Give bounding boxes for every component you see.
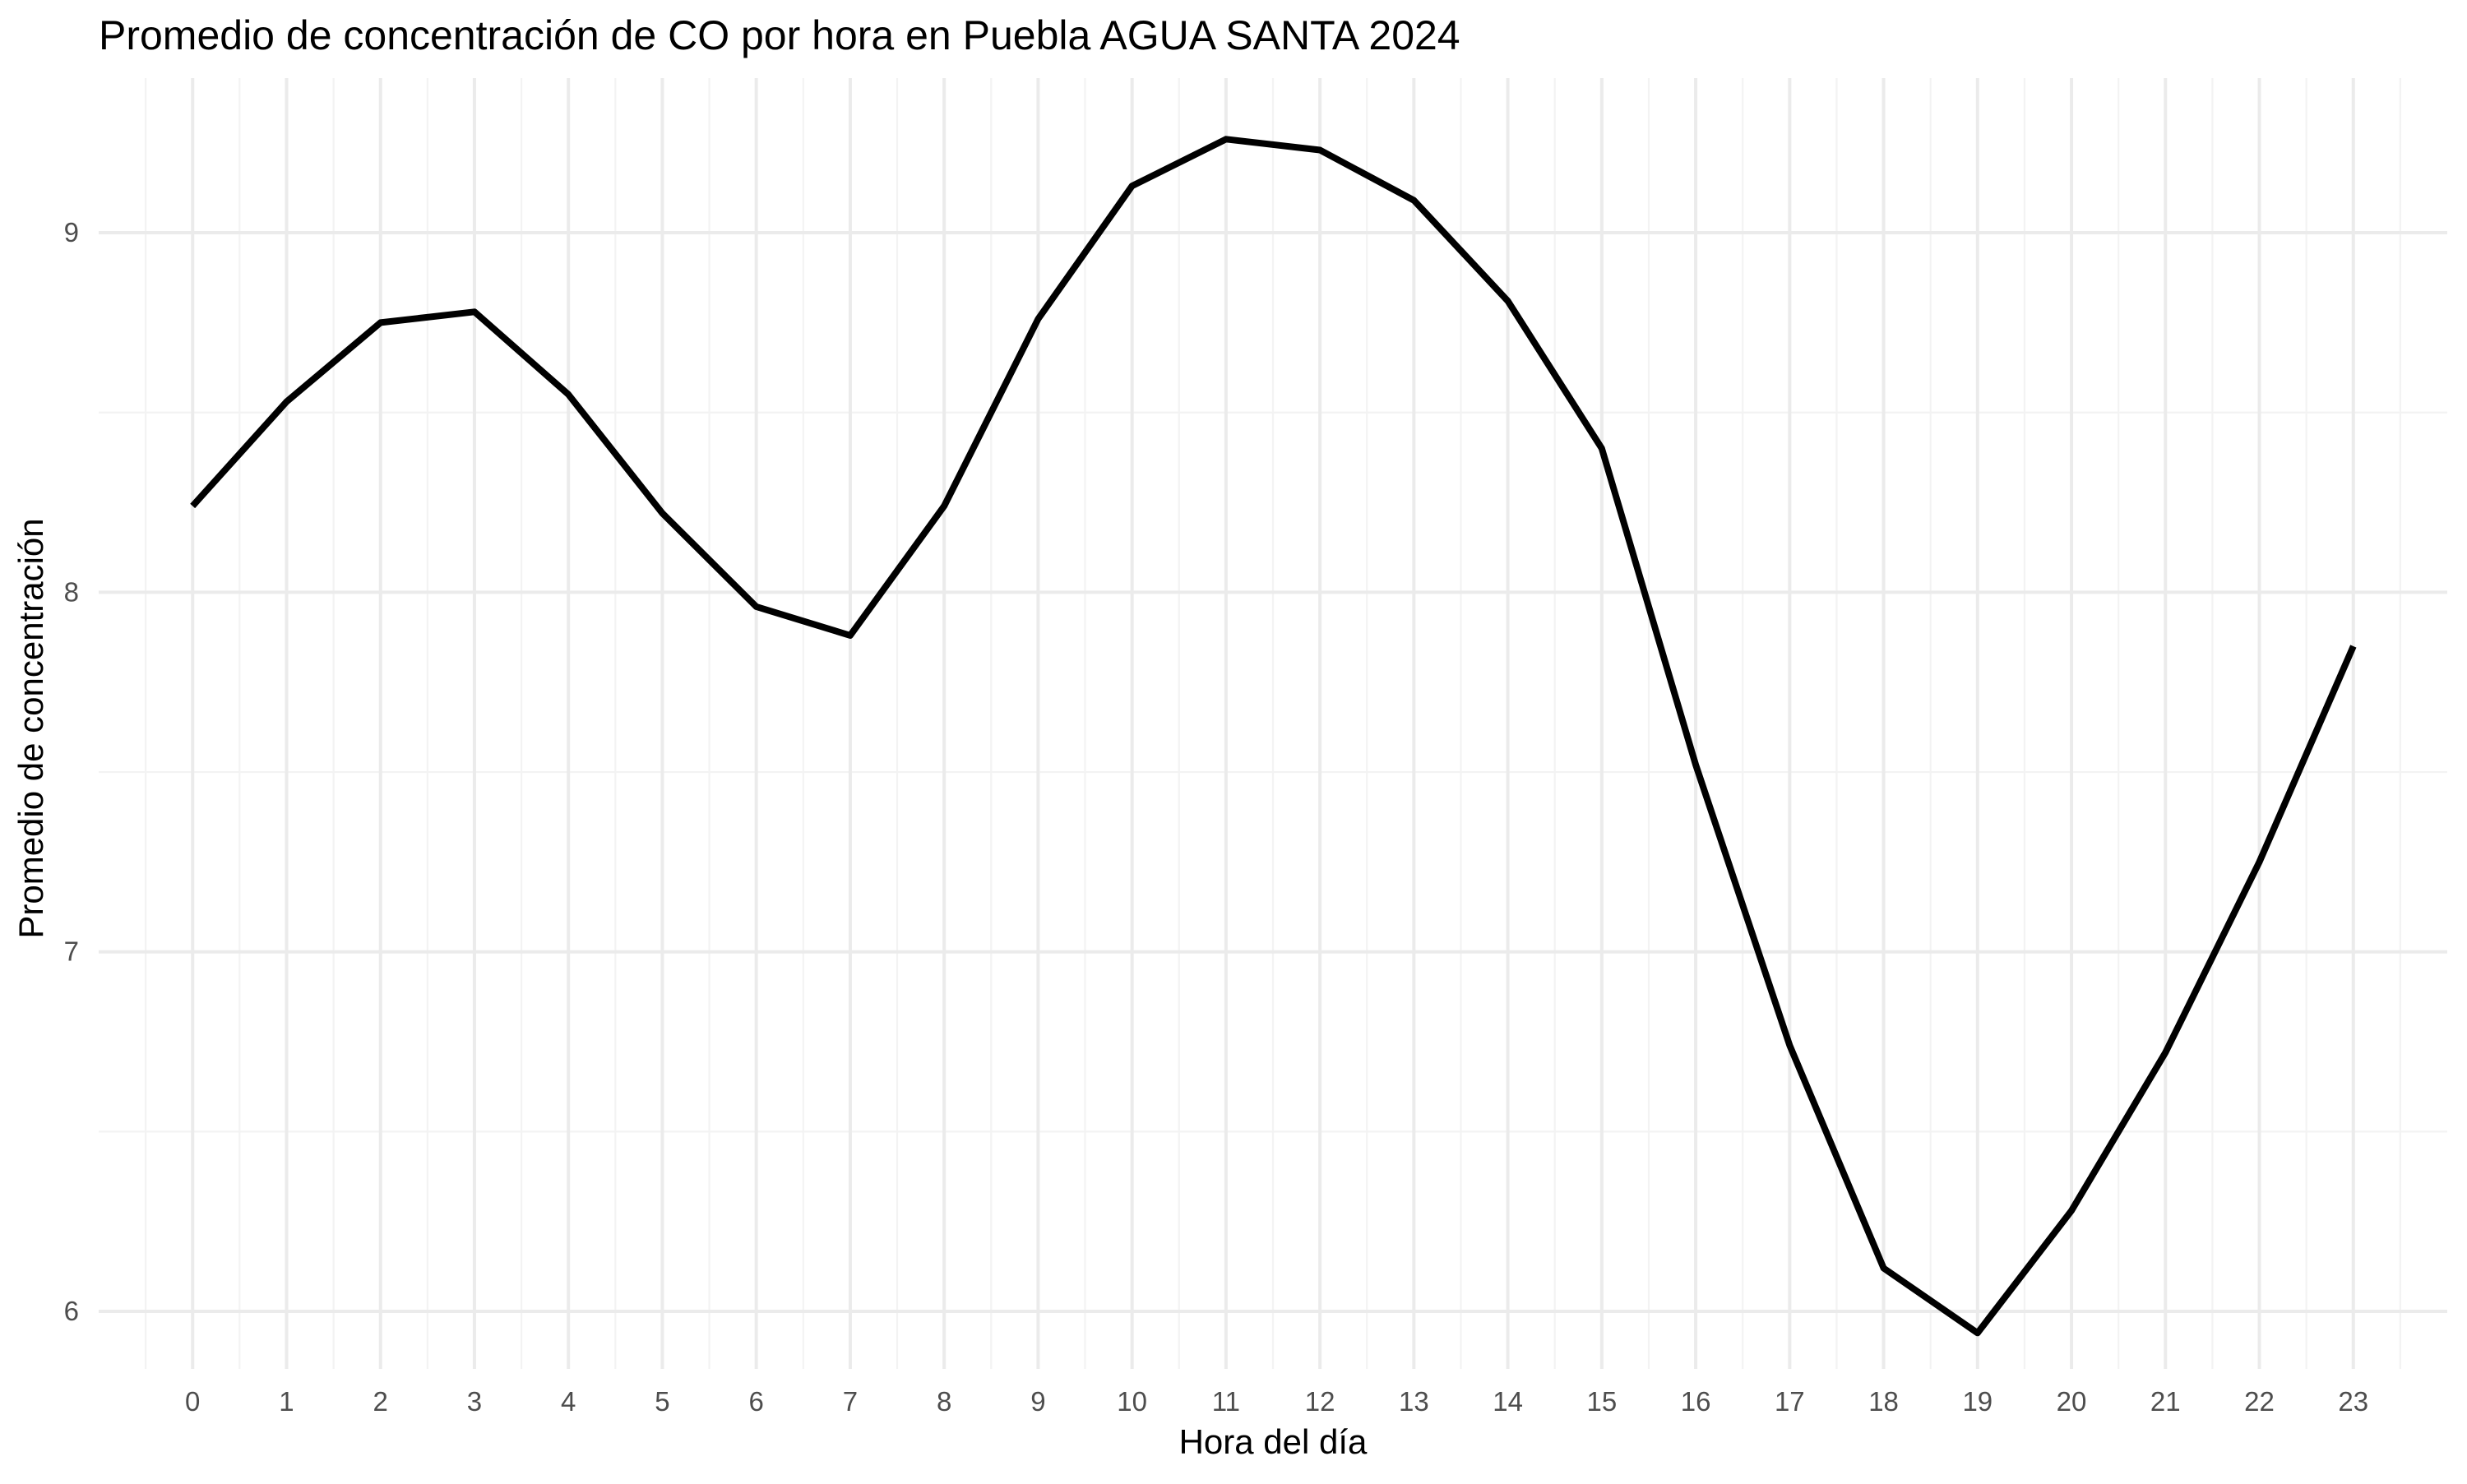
x-tick-label: 11 — [1212, 1386, 1240, 1417]
x-tick-label: 8 — [937, 1386, 951, 1417]
y-tick-label: 9 — [64, 217, 79, 247]
x-tick-label: 19 — [1962, 1386, 1993, 1417]
x-tick-label: 23 — [2338, 1386, 2368, 1417]
y-tick-label: 8 — [64, 576, 79, 607]
x-tick-label: 4 — [561, 1386, 576, 1417]
x-tick-label: 3 — [467, 1386, 482, 1417]
x-tick-label: 13 — [1399, 1386, 1429, 1417]
x-tick-label: 6 — [749, 1386, 764, 1417]
series-line — [190, 136, 2357, 1337]
x-tick-label: 22 — [2244, 1386, 2275, 1417]
x-tick-label: 16 — [1681, 1386, 1711, 1417]
y-axis-title: Promedio de concentración — [12, 518, 50, 938]
x-tick-label: 9 — [1030, 1386, 1045, 1417]
x-tick-label: 0 — [185, 1386, 200, 1417]
x-tick-label: 15 — [1586, 1386, 1617, 1417]
x-axis-title: Hora del día — [1179, 1422, 1368, 1461]
x-tick-label: 14 — [1493, 1386, 1523, 1417]
y-tick-label: 6 — [64, 1296, 79, 1326]
x-tick-label: 17 — [1775, 1386, 1805, 1417]
x-tick-label: 1 — [279, 1386, 294, 1417]
x-tick-label: 21 — [2150, 1386, 2181, 1417]
x-tick-label: 18 — [1868, 1386, 1899, 1417]
x-axis-tick-labels: 0 1 2 3 4 5 6 7 8 9 10 11 12 13 14 15 16 17 18 19 20 21 22 23 — [185, 1386, 2368, 1417]
chart-title: Promedio de concentración de CO por hora… — [99, 12, 1460, 58]
x-tick-label: 20 — [2057, 1386, 2087, 1417]
x-tick-label: 12 — [1305, 1386, 1335, 1417]
x-tick-label: 2 — [373, 1386, 388, 1417]
x-tick-label: 5 — [655, 1386, 669, 1417]
grid — [99, 78, 2447, 1369]
x-tick-label: 10 — [1117, 1386, 1147, 1417]
y-tick-label: 7 — [64, 936, 79, 967]
x-tick-label: 7 — [843, 1386, 858, 1417]
series-layer — [190, 136, 2357, 1337]
y-axis-tick-labels: 6 7 8 9 — [64, 217, 79, 1326]
